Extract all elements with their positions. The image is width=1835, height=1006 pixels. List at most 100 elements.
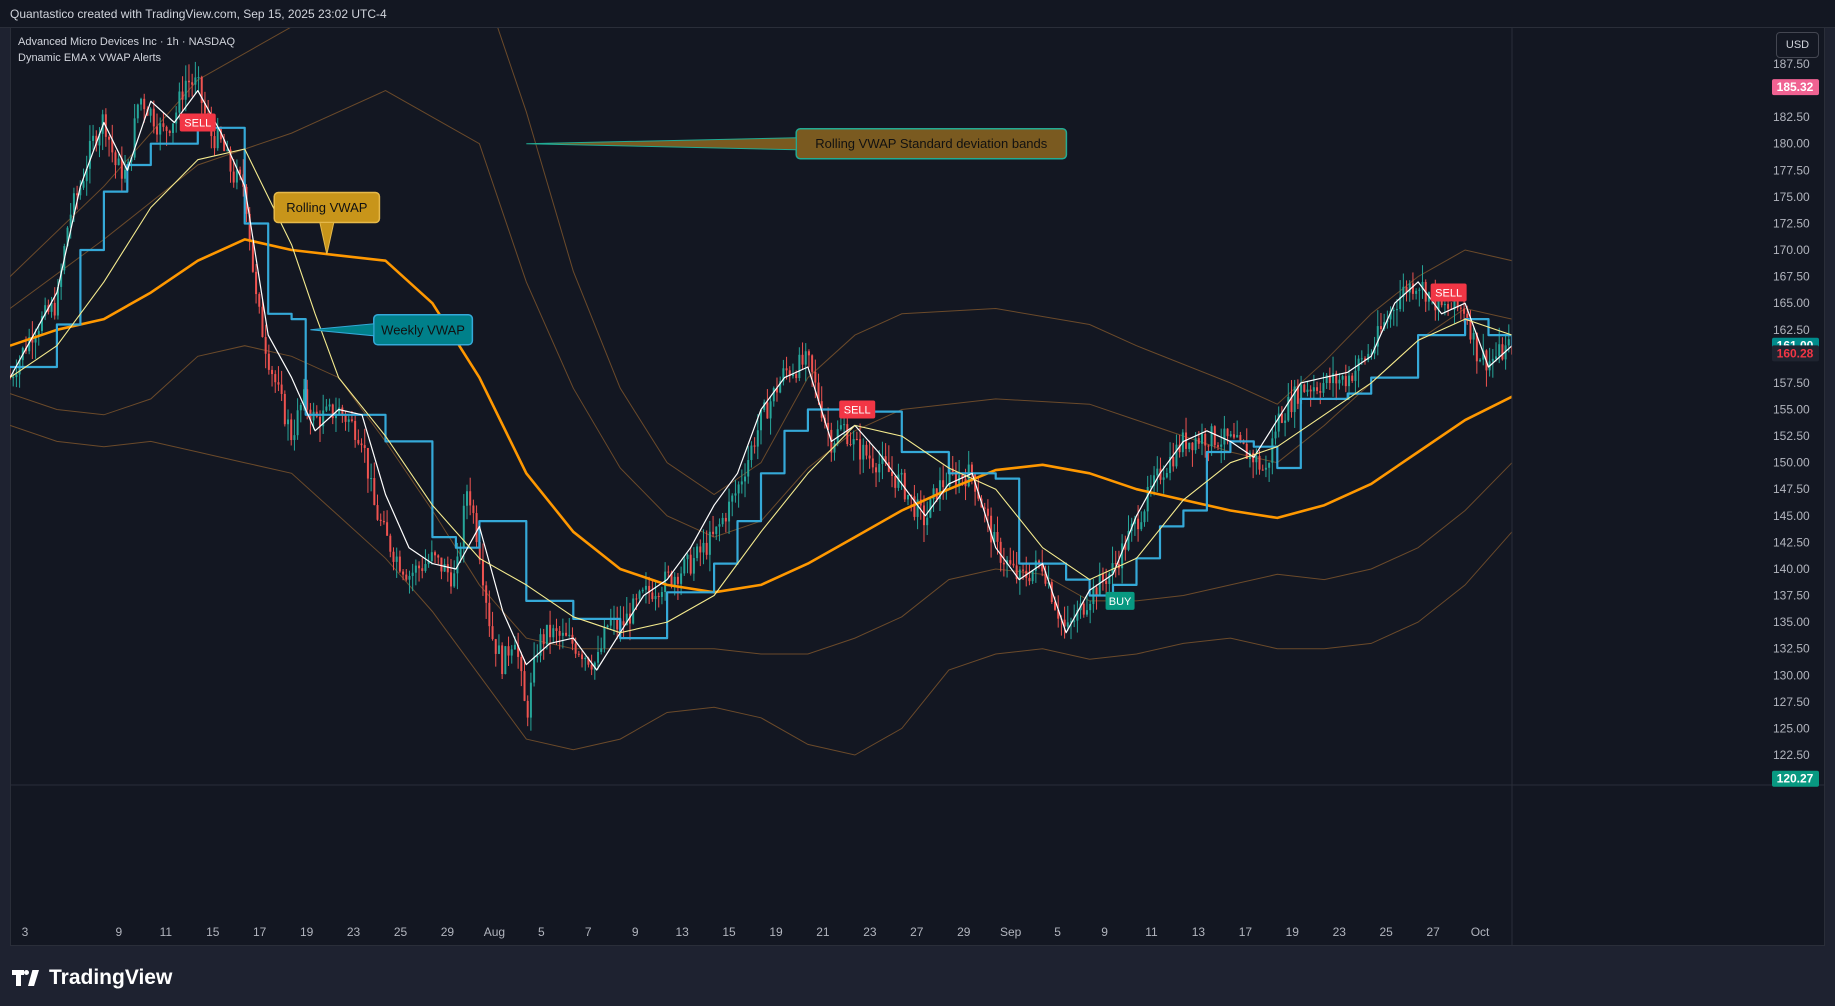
candle-body: [491, 626, 494, 640]
candle-body: [670, 572, 673, 586]
candle-body: [683, 559, 686, 574]
candle-body: [1408, 283, 1411, 293]
candle-body: [539, 634, 542, 656]
candle-body: [1105, 580, 1108, 584]
candle-body: [31, 337, 34, 343]
candle-body: [632, 598, 635, 624]
chart-frame[interactable]: [10, 27, 1825, 946]
candle-body: [1063, 619, 1066, 627]
candle-body: [616, 617, 619, 630]
candle-body: [1354, 370, 1357, 381]
candle-body: [970, 464, 973, 475]
candle-body: [676, 576, 679, 584]
candle-body: [737, 484, 740, 494]
candle-body: [124, 169, 127, 179]
tradingview-logo[interactable]: TradingView: [12, 966, 172, 990]
candle-body: [555, 628, 558, 632]
candle-body: [1015, 565, 1018, 579]
y-tick-label: 147.50: [1773, 482, 1810, 496]
candle-body: [504, 646, 507, 675]
candle-body: [855, 439, 858, 441]
candle-body: [1153, 475, 1156, 487]
candle-body: [235, 169, 238, 183]
candle-body: [379, 519, 382, 521]
candle-body: [993, 532, 996, 543]
candle-body: [197, 77, 200, 79]
candle-body: [1143, 511, 1146, 523]
candle-body: [347, 419, 350, 422]
candle-body: [1504, 345, 1507, 360]
candle-body: [772, 388, 775, 402]
candle-body: [1121, 543, 1124, 569]
candle-body: [271, 369, 274, 375]
slow-ema-line: [10, 148, 1512, 634]
candle-body: [66, 227, 69, 247]
candle-body: [779, 381, 782, 393]
candle-body: [1367, 353, 1370, 360]
x-tick-label: 19: [769, 925, 783, 939]
candle-body: [111, 139, 114, 153]
candle-body: [1309, 389, 1312, 392]
x-tick-label: 19: [300, 925, 314, 939]
candle-body: [1335, 373, 1338, 384]
price-label-badge: [1772, 770, 1819, 787]
candle-body: [849, 443, 852, 445]
candle-body: [1028, 577, 1031, 582]
candle-body: [1236, 435, 1239, 438]
indicator-title[interactable]: Dynamic EMA x VWAP Alerts: [18, 52, 162, 64]
y-tick-label: 165.00: [1773, 296, 1810, 310]
candle-body: [1459, 307, 1462, 309]
candle-body: [1501, 344, 1504, 360]
candle-body: [1226, 428, 1229, 437]
candle-body: [648, 585, 651, 593]
candle-body: [437, 555, 440, 558]
candle-body: [303, 389, 306, 405]
candle-body: [942, 480, 945, 488]
candle-body: [1293, 386, 1296, 413]
candle-body: [53, 302, 56, 316]
candle-body: [50, 302, 53, 312]
candle-body: [1303, 384, 1306, 392]
candle-body: [95, 135, 98, 146]
symbol-title[interactable]: Advanced Micro Devices Inc · 1h · NASDAQ: [18, 36, 236, 48]
y-tick-label: 155.00: [1773, 403, 1810, 417]
candle-body: [859, 439, 862, 460]
candle-body: [565, 632, 568, 636]
candle-body: [1379, 326, 1382, 330]
candle-body: [1306, 389, 1309, 392]
candle-body: [322, 410, 325, 427]
candle-body: [1296, 386, 1299, 404]
candle-body: [1066, 622, 1069, 627]
candle-body: [181, 91, 184, 100]
candle-body: [1411, 283, 1414, 294]
candle-body: [811, 355, 814, 372]
candle-body: [76, 193, 79, 196]
candle-body: [1002, 562, 1005, 565]
candle-body: [414, 565, 417, 573]
candle-body: [1169, 457, 1172, 474]
candle-body: [338, 407, 341, 415]
candle-body: [1018, 569, 1021, 579]
candle-body: [424, 564, 427, 571]
candle-body: [990, 515, 993, 543]
candle-body: [760, 410, 762, 431]
y-tick-label: 135.00: [1773, 615, 1810, 629]
candle-body: [1479, 359, 1482, 362]
candle-body: [667, 571, 670, 573]
candle-body: [350, 419, 353, 421]
candle-body: [654, 596, 657, 600]
candle-body: [561, 632, 564, 636]
candle-body: [156, 126, 159, 135]
candle-body: [597, 651, 600, 663]
candle-body: [101, 114, 104, 134]
x-tick-label: 11: [1145, 925, 1158, 939]
currency-button[interactable]: USD: [1776, 32, 1819, 58]
candle-body: [1207, 445, 1210, 447]
candle-body: [261, 306, 264, 338]
candle-body: [1466, 313, 1469, 321]
candle-body: [1328, 375, 1331, 384]
candle-body: [635, 598, 638, 600]
candle-body: [852, 439, 855, 445]
candle-body: [986, 508, 989, 516]
